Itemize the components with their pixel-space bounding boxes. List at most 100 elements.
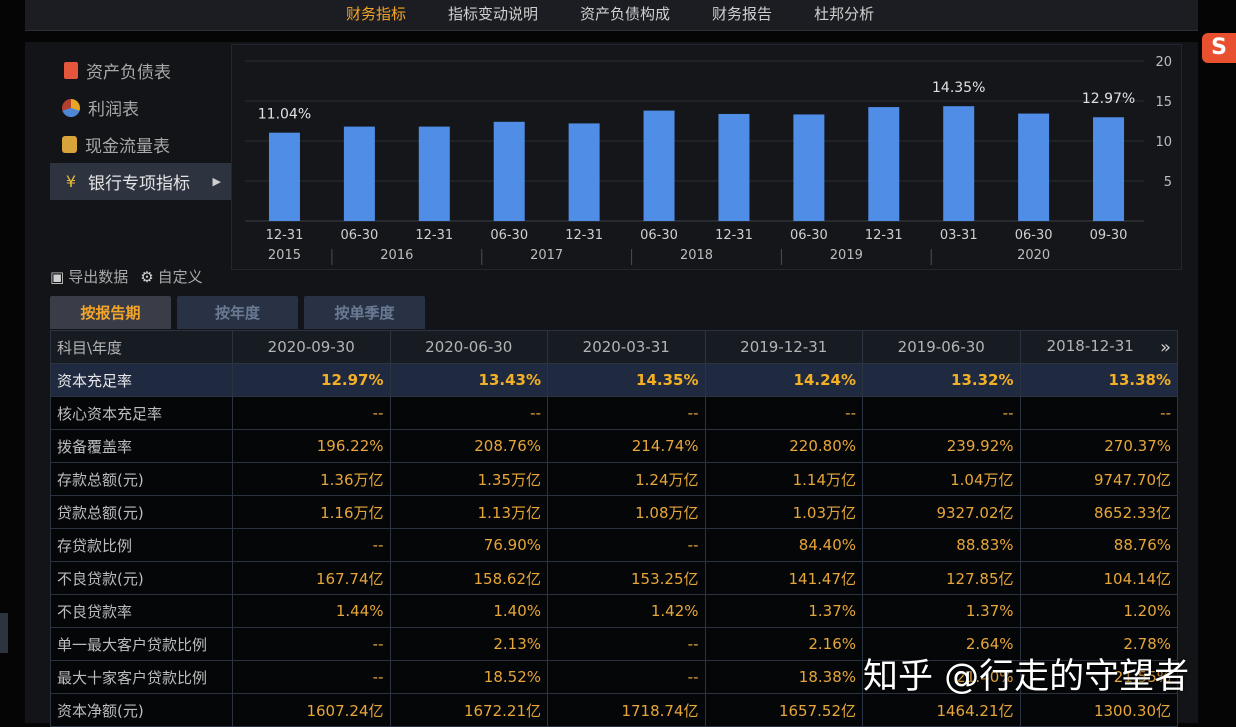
sidebar-item[interactable]: ¥ 银行专项指标 ▶ bbox=[50, 163, 231, 200]
table-cell: 141.47亿 bbox=[704, 561, 863, 595]
x-tick-label: 12-31 bbox=[865, 228, 903, 243]
table-cell: 270.37% bbox=[1019, 429, 1178, 463]
top-nav-bar: 财务指标 指标变动说明 资产负债构成 财务报告 杜邦分析 bbox=[25, 0, 1198, 31]
table-cell: 2.16% bbox=[704, 627, 863, 661]
table-cell: 2.64% bbox=[862, 627, 1021, 661]
table-cell: 104.14亿 bbox=[1019, 561, 1178, 595]
table-header-row: 科目\年度 2020-09-30 2020-06-30 2020-03-31 2019-… bbox=[50, 330, 1178, 364]
y-tick-label: 10 bbox=[1155, 135, 1172, 150]
toolbar: ▣ 导出数据 ⚙ 自定义 bbox=[50, 266, 215, 287]
table-cell: 1657.52亿 bbox=[704, 693, 863, 727]
table-cell: 76.90% bbox=[389, 528, 548, 562]
table-cell: 1.03万亿 bbox=[704, 495, 863, 529]
top-nav-item[interactable]: 杜邦分析 bbox=[814, 5, 875, 23]
table-cell: 239.92% bbox=[862, 429, 1021, 463]
table-cell: 21.55% bbox=[1019, 660, 1178, 694]
top-nav-item[interactable]: 指标变动说明 bbox=[448, 5, 539, 23]
table-cell: 13.38% bbox=[1019, 363, 1178, 397]
column-header[interactable]: 2020-03-31 bbox=[547, 330, 706, 364]
export-icon: ▣ bbox=[50, 267, 65, 286]
table-cell: -- bbox=[547, 396, 706, 430]
top-nav-item[interactable]: 财务指标 bbox=[346, 5, 407, 23]
sidebar-item-label: 利润表 bbox=[88, 100, 139, 120]
table-cell: 220.80% bbox=[704, 429, 863, 463]
table-cell: -- bbox=[1019, 396, 1178, 430]
table-row[interactable]: 贷款总额(元) 1.16万亿 1.13万亿 1.08万亿 1.03万亿 9327.02亿 8… bbox=[50, 495, 1178, 529]
x-tick-label: 06-30 bbox=[490, 228, 528, 243]
row-label: 不良贷款率 bbox=[50, 594, 233, 628]
table-cell: 12.97% bbox=[232, 363, 391, 397]
table-cell: 1.37% bbox=[862, 594, 1021, 628]
bar bbox=[1018, 113, 1050, 221]
table-cell: -- bbox=[862, 396, 1021, 430]
table-cell: 9327.02亿 bbox=[862, 495, 1021, 529]
customize-button[interactable]: ⚙ 自定义 bbox=[140, 266, 202, 287]
top-nav-item[interactable]: 财务报告 bbox=[712, 5, 773, 23]
year-label: 2017 bbox=[530, 248, 563, 263]
column-header[interactable]: 2020-09-30 bbox=[232, 330, 391, 364]
table-cell: 1.24万亿 bbox=[547, 462, 706, 496]
table-cell: 9747.70亿 bbox=[1019, 462, 1178, 496]
sidebar-item-label: 银行专项指标 bbox=[88, 174, 190, 194]
tab[interactable]: 按单季度 bbox=[304, 296, 425, 329]
export-data-button[interactable]: ▣ 导出数据 bbox=[50, 266, 128, 287]
row-label: 核心资本充足率 bbox=[50, 396, 233, 430]
more-columns-icon[interactable]: » bbox=[1159, 336, 1171, 358]
sidebar-item[interactable]: 利润表 bbox=[50, 89, 231, 126]
sogou-input-icon[interactable]: S bbox=[1202, 33, 1236, 63]
table-row[interactable]: 不良贷款(元) 167.74亿 158.62亿 153.25亿 141.47亿 127.8… bbox=[50, 561, 1178, 595]
table-cell: 8652.33亿 bbox=[1019, 495, 1178, 529]
table-row[interactable]: 核心资本充足率 -- -- -- -- -- -- bbox=[50, 396, 1178, 430]
table-cell: 1464.21亿 bbox=[862, 693, 1021, 727]
bar bbox=[568, 123, 600, 221]
tab[interactable]: 按报告期 bbox=[50, 296, 171, 329]
table-row[interactable]: 最大十家客户贷款比例 -- 18.52% -- 18.38% 21.40% 21.55% bbox=[50, 660, 1178, 694]
table-cell: -- bbox=[547, 660, 706, 694]
sidebar-item[interactable]: 资产负债表 bbox=[50, 52, 231, 89]
table-cell: 21.40% bbox=[862, 660, 1021, 694]
sidebar: 资产负债表利润表现金流量表 ¥ 银行专项指标 ▶ bbox=[50, 52, 231, 200]
table-cell: 88.76% bbox=[1019, 528, 1178, 562]
bar bbox=[718, 113, 750, 221]
table-cell: 2.13% bbox=[389, 627, 548, 661]
sidebar-item[interactable]: 现金流量表 bbox=[50, 126, 231, 163]
table-row[interactable]: 存贷款比例 -- 76.90% -- 84.40% 88.83% 88.76% bbox=[50, 528, 1178, 562]
table-cell: -- bbox=[389, 396, 548, 430]
y-tick-label: 15 bbox=[1155, 95, 1172, 110]
table-cell: -- bbox=[704, 396, 863, 430]
window-edge bbox=[0, 613, 8, 653]
table-row[interactable]: 拨备覆盖率 196.22% 208.76% 214.74% 220.80% 239.92%… bbox=[50, 429, 1178, 463]
column-header[interactable]: 2018-12-31» bbox=[1019, 330, 1178, 364]
table-row[interactable]: 单一最大客户贷款比例 -- 2.13% -- 2.16% 2.64% 2.78% bbox=[50, 627, 1178, 661]
table-cell: 1.37% bbox=[704, 594, 863, 628]
x-tick-label: 06-30 bbox=[340, 228, 378, 243]
row-label: 拨备覆盖率 bbox=[50, 429, 233, 463]
row-label: 资本净额(元) bbox=[50, 693, 233, 727]
table-cell: 1607.24亿 bbox=[232, 693, 391, 727]
table-cell: 14.35% bbox=[547, 363, 706, 397]
table-row[interactable]: 不良贷款率 1.44% 1.40% 1.42% 1.37% 1.37% 1.20% bbox=[50, 594, 1178, 628]
table-cell: 13.43% bbox=[389, 363, 548, 397]
x-tick-label: 09-30 bbox=[1090, 228, 1128, 243]
year-label: 2019 bbox=[830, 248, 863, 263]
table-cell: 1.40% bbox=[389, 594, 548, 628]
sidebar-item-label: 资产负债表 bbox=[86, 63, 171, 83]
pie-chart-icon bbox=[62, 98, 80, 117]
top-nav-item[interactable]: 资产负债构成 bbox=[580, 5, 671, 23]
tab[interactable]: 按年度 bbox=[177, 296, 298, 329]
table-row[interactable]: 存款总额(元) 1.36万亿 1.35万亿 1.24万亿 1.14万亿 1.04万亿 974… bbox=[50, 462, 1178, 496]
column-header[interactable]: 2020-06-30 bbox=[389, 330, 548, 364]
table-cell: -- bbox=[547, 627, 706, 661]
x-tick-label: 06-30 bbox=[790, 228, 828, 243]
table-row[interactable]: 资本充足率 12.97% 13.43% 14.35% 14.24% 13.32% 13.38… bbox=[50, 363, 1178, 397]
table-cell: 88.83% bbox=[862, 528, 1021, 562]
column-header[interactable]: 2019-06-30 bbox=[862, 330, 1021, 364]
row-label: 贷款总额(元) bbox=[50, 495, 233, 529]
x-tick-label: 12-31 bbox=[266, 228, 304, 243]
column-header[interactable]: 2019-12-31 bbox=[704, 330, 863, 364]
x-tick-label: 06-30 bbox=[1015, 228, 1053, 243]
document-icon bbox=[64, 62, 78, 79]
table-cell: 153.25亿 bbox=[547, 561, 706, 595]
bar bbox=[793, 114, 825, 221]
table-cell: 13.32% bbox=[862, 363, 1021, 397]
